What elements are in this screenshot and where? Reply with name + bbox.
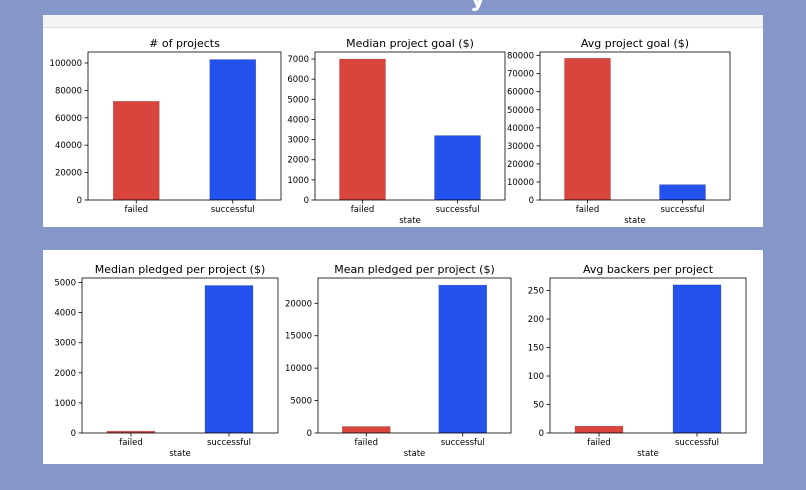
y-tick-label: 2000	[287, 156, 309, 166]
y-tick-label: 20000	[285, 299, 312, 309]
bar-failed	[339, 58, 386, 201]
x-axis-label: state	[624, 216, 646, 226]
y-tick-label: 70000	[507, 70, 534, 80]
y-tick-label: 100	[528, 372, 544, 382]
y-tick-label: 0	[71, 429, 76, 439]
chart-title: Mean pledged per project ($)	[334, 263, 495, 276]
y-tick-label: 250	[528, 287, 544, 297]
bar-successful	[672, 284, 722, 434]
top-chart-panel	[43, 15, 763, 227]
x-tick-label: successful	[436, 205, 480, 215]
y-tick-label: 10000	[507, 178, 534, 188]
x-tick-label: successful	[661, 205, 705, 215]
bar-successful	[209, 59, 257, 201]
y-tick-label: 0	[304, 196, 309, 206]
y-tick-label: 2000	[54, 369, 76, 379]
y-tick-label: 40000	[55, 141, 82, 151]
x-tick-label: failed	[351, 205, 375, 215]
y-tick-label: 5000	[287, 95, 309, 105]
x-tick-label: successful	[211, 205, 255, 215]
x-axis-label: state	[404, 449, 426, 459]
plot-frame	[314, 51, 506, 201]
y-tick-label: 3000	[54, 339, 76, 349]
y-tick-label: 60000	[55, 114, 82, 124]
bar-failed	[112, 101, 160, 201]
bottom-chart-panel	[43, 250, 763, 464]
x-tick-label: successful	[207, 438, 251, 448]
plot-frame	[539, 51, 731, 201]
y-tick-label: 5000	[54, 279, 76, 289]
y-tick-label: 0	[77, 196, 82, 206]
y-tick-label: 100000	[50, 59, 82, 69]
chart-title: # of projects	[149, 37, 220, 50]
avg-goal-chart: Avg project goal ($) 0 10000 20000 30000 4000…	[507, 37, 731, 226]
y-tick-label: 20000	[507, 160, 534, 170]
y-tick-label: 0	[307, 429, 312, 439]
mean-pledged-chart: Mean pledged per project ($) 0 5000 10000 15…	[285, 263, 512, 459]
y-tick-label: 80000	[507, 52, 534, 62]
chart-title: Avg backers per project	[583, 263, 714, 276]
chart-title: Median project goal ($)	[346, 37, 474, 50]
x-axis-label: state	[399, 216, 421, 226]
y-tick-label: 5000	[290, 397, 312, 407]
page-title-fragment: y	[470, 0, 486, 10]
bar-successful	[434, 135, 481, 201]
avg-backers-chart: Avg backers per project 0 50 100 150 200 250 fa…	[528, 263, 747, 459]
bar-successful	[438, 284, 488, 434]
y-tick-label: 40000	[507, 124, 534, 134]
x-tick-label: failed	[587, 438, 611, 448]
x-tick-label: failed	[576, 205, 600, 215]
y-tick-label: 60000	[507, 88, 534, 98]
y-tick-label: 1000	[287, 176, 309, 186]
y-tick-label: 20000	[55, 169, 82, 179]
y-tick-label: 50000	[507, 106, 534, 116]
y-tick-label: 3000	[287, 136, 309, 146]
median-pledged-chart: Median pledged per project ($) 0 1000 2000 3…	[54, 263, 279, 459]
bar-successful	[204, 285, 254, 434]
chart-title: Median pledged per project ($)	[95, 263, 266, 276]
y-tick-label: 4000	[287, 115, 309, 125]
bar-successful	[659, 184, 706, 201]
x-axis-label: state	[637, 449, 659, 459]
bar-failed	[564, 58, 611, 201]
x-tick-label: successful	[441, 438, 485, 448]
y-tick-label: 150	[528, 344, 544, 354]
plot-frame	[87, 51, 282, 201]
plot-frame	[81, 277, 279, 434]
chart-title: Avg project goal ($)	[581, 37, 689, 50]
y-tick-label: 4000	[54, 309, 76, 319]
y-tick-label: 80000	[55, 86, 82, 96]
y-tick-label: 30000	[507, 142, 534, 152]
projects-count-chart: # of projects 0 20000 40000 60000 80000 100000…	[50, 37, 282, 215]
y-tick-label: 200	[528, 315, 544, 325]
y-tick-label: 7000	[287, 55, 309, 65]
x-tick-label: successful	[675, 438, 719, 448]
x-axis-label: state	[169, 449, 191, 459]
y-tick-label: 1000	[54, 399, 76, 409]
panel-header-strip	[43, 15, 763, 28]
y-tick-label: 15000	[285, 332, 312, 342]
y-tick-label: 10000	[285, 364, 312, 374]
y-tick-label: 0	[539, 429, 544, 439]
x-tick-label: failed	[124, 205, 148, 215]
y-tick-label: 50	[533, 401, 544, 411]
median-goal-chart: Median project goal ($) 0 1000 2000 3000 4000…	[287, 37, 506, 226]
plot-frame	[317, 277, 512, 434]
y-tick-label: 6000	[287, 75, 309, 85]
bar-failed	[341, 426, 391, 434]
plot-frame	[549, 277, 747, 434]
bar-failed	[574, 425, 624, 434]
x-tick-label: failed	[119, 438, 143, 448]
y-tick-label: 0	[529, 196, 534, 206]
x-tick-label: failed	[354, 438, 378, 448]
